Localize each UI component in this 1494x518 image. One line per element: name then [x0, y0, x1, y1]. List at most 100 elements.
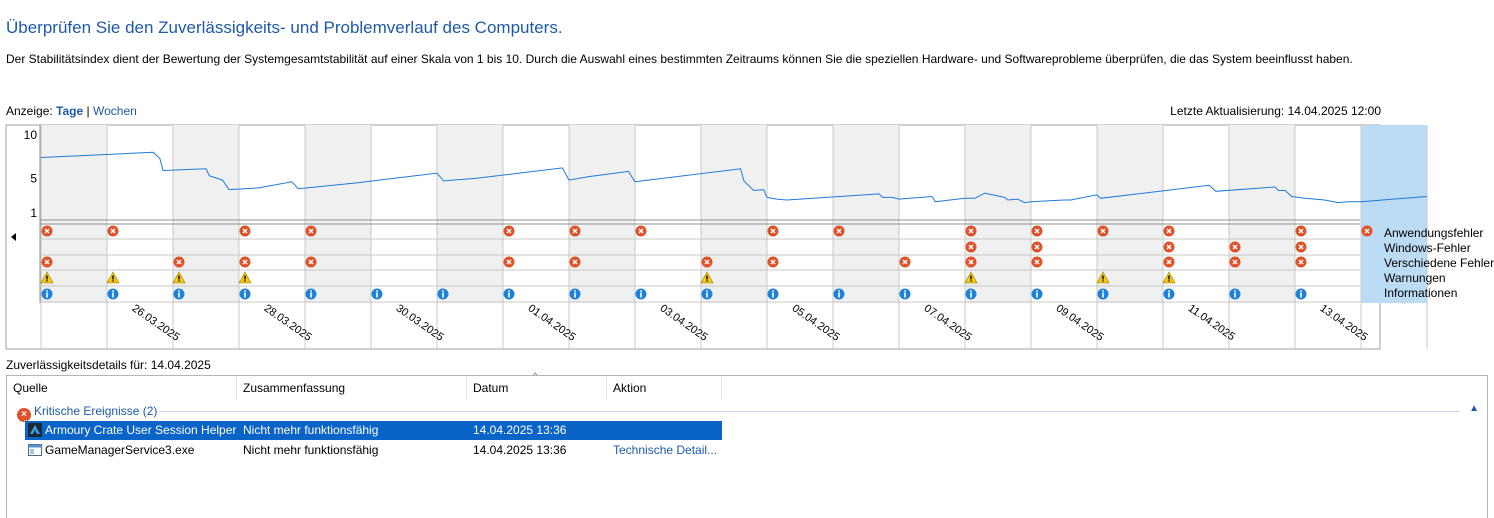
warning-icon-dot: [1102, 280, 1104, 282]
page-description: Der Stabilitätsindex dient der Bewertung…: [6, 52, 1353, 66]
error-icon-cross: [836, 228, 842, 234]
info-icon-mark: [1102, 292, 1104, 298]
row-action-link[interactable]: Technische Detail...: [613, 443, 718, 457]
warning-icon-dot: [970, 280, 972, 282]
day-column-shade: [437, 125, 503, 303]
column-header-date[interactable]: Datum: [467, 376, 607, 400]
day-column-shade: [305, 125, 371, 303]
info-icon-dot: [310, 290, 312, 292]
info-icon-dot: [244, 290, 246, 292]
view-weeks-link[interactable]: Wochen: [92, 104, 137, 118]
error-icon-cross: [1034, 228, 1040, 234]
exe-window-icon: [28, 444, 42, 456]
error-icon-cross: [44, 259, 50, 265]
collapse-chevron-icon[interactable]: ▲: [1469, 403, 1479, 414]
error-icon-cross: [902, 259, 908, 265]
legend-application-errors: Anwendungsfehler: [1384, 226, 1484, 240]
info-icon-mark: [178, 292, 180, 298]
warning-icon-dot: [706, 280, 708, 282]
warning-icon-dot: [46, 280, 48, 282]
error-icon-cross: [1232, 244, 1238, 250]
row-source: Armoury Crate User Session Helper: [45, 423, 237, 437]
day-column-shade: [701, 125, 767, 303]
info-icon-mark: [838, 292, 840, 298]
error-icon-cross: [638, 228, 644, 234]
error-icon-cross: [1166, 259, 1172, 265]
error-icon-cross: [572, 259, 578, 265]
info-icon-dot: [970, 290, 972, 292]
info-icon-dot: [112, 290, 114, 292]
error-icon-cross: [110, 228, 116, 234]
view-days-link[interactable]: Tage: [56, 104, 84, 118]
day-column-shade: [1229, 125, 1295, 303]
stability-index-line: [40, 151, 1428, 204]
info-icon-dot: [178, 290, 180, 292]
error-icon-cross: [1034, 259, 1040, 265]
error-icon-cross: [968, 244, 974, 250]
info-icon-mark: [1234, 292, 1236, 298]
info-icon-mark: [970, 292, 972, 298]
warning-icon-mark: [970, 275, 972, 280]
error-icon-cross: [308, 228, 314, 234]
info-icon-mark: [244, 292, 246, 298]
group-critical-events[interactable]: × Kritische Ereignisse (2): [17, 402, 157, 422]
armoury-crate-app-icon: [28, 423, 42, 437]
day-column-shade: [1097, 125, 1163, 303]
info-icon-dot: [904, 290, 906, 292]
info-icon-dot: [1300, 290, 1302, 292]
warning-icon-dot: [1168, 280, 1170, 282]
legend-information: Informationen: [1384, 286, 1458, 300]
view-separator: |: [86, 104, 90, 118]
day-column-shade: [833, 125, 899, 303]
legend-warnings: Warnungen: [1384, 271, 1446, 285]
info-icon-mark: [574, 292, 576, 298]
day-column-shade: [173, 125, 239, 303]
row-date: 14.04.2025 13:36: [473, 423, 567, 437]
warning-icon-mark: [244, 275, 246, 280]
error-icon-cross: [1298, 259, 1304, 265]
page-title: Überprüfen Sie den Zuverlässigkeits- und…: [6, 18, 563, 37]
info-icon-dot: [508, 290, 510, 292]
error-icon-cross: [1166, 244, 1172, 250]
error-icon-cross: [770, 228, 776, 234]
info-icon-mark: [1036, 292, 1038, 298]
view-label: Anzeige:: [6, 104, 53, 118]
y-tick-label: 5: [30, 171, 37, 185]
last-update-text: Letzte Aktualisierung: 14.04.2025 12:00: [1170, 104, 1381, 118]
column-header-summary[interactable]: Zusammenfassung: [237, 376, 467, 400]
table-row[interactable]: Armoury Crate User Session Helper Nicht …: [24, 420, 723, 441]
details-label: Zuverlässigkeitsdetails für: 14.04.2025: [6, 358, 211, 372]
error-icon-cross: [770, 259, 776, 265]
error-icon-cross: [1100, 228, 1106, 234]
error-icon: ×: [17, 408, 31, 422]
info-icon-mark: [772, 292, 774, 298]
legend-misc-errors: Verschiedene Fehler: [1384, 256, 1494, 270]
row-summary: Nicht mehr funktionsfähig: [243, 443, 379, 457]
row-source: GameManagerService3.exe: [45, 443, 195, 457]
warning-icon-dot: [112, 280, 114, 282]
error-icon-cross: [572, 228, 578, 234]
column-header-source[interactable]: Quelle: [7, 376, 237, 400]
warning-icon-mark: [112, 275, 114, 280]
warning-icon-mark: [178, 275, 180, 280]
column-header-action[interactable]: Aktion: [607, 376, 722, 400]
info-icon-dot: [1036, 290, 1038, 292]
info-icon-mark: [1300, 292, 1302, 298]
row-date: 14.04.2025 13:36: [473, 443, 567, 457]
info-icon-dot: [574, 290, 576, 292]
warning-icon-mark: [46, 275, 48, 280]
error-icon-cross: [1166, 228, 1172, 234]
info-icon-dot: [772, 290, 774, 292]
error-icon-cross: [1034, 244, 1040, 250]
info-icon-mark: [112, 292, 114, 298]
info-icon-mark: [442, 292, 444, 298]
warning-icon-mark: [1102, 275, 1104, 280]
error-icon-cross: [242, 228, 248, 234]
info-icon-dot: [640, 290, 642, 292]
y-tick-label: 1: [30, 206, 37, 220]
error-icon-cross: [968, 228, 974, 234]
table-row[interactable]: GameManagerService3.exe Nicht mehr funkt…: [25, 441, 722, 460]
error-icon-cross: [44, 228, 50, 234]
day-column-shade: [965, 125, 1031, 303]
